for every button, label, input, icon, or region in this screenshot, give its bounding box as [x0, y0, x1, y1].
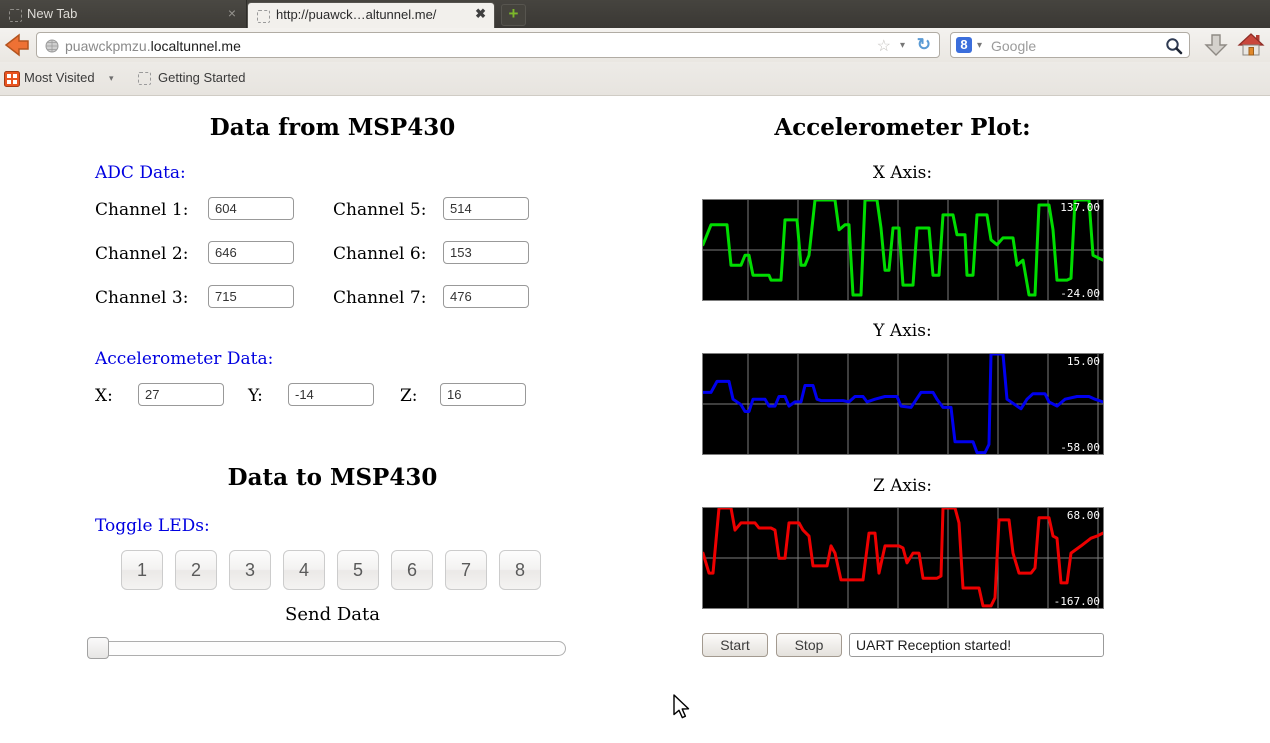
url-dropdown-icon[interactable]: ▾: [899, 40, 905, 51]
search-placeholder: Google: [991, 38, 1037, 54]
channel-2-label: Channel 2:: [95, 244, 189, 264]
svg-text:68.00: 68.00: [1067, 509, 1100, 522]
web-page: Data from MSP430 ADC Data: Channel 1: Ch…: [0, 96, 1270, 743]
default-favicon-icon: [257, 10, 270, 23]
tab-title: New Tab: [27, 6, 78, 21]
google-engine-icon[interactable]: 8: [956, 37, 972, 53]
new-tab-button[interactable]: +: [501, 4, 526, 26]
search-box[interactable]: 8 ▾ Google: [950, 32, 1190, 58]
led-button-3[interactable]: 3: [229, 550, 271, 590]
chevron-down-icon[interactable]: ▾: [109, 73, 114, 83]
tab-new-tab[interactable]: New Tab ×: [0, 0, 247, 28]
reload-icon[interactable]: ↻: [916, 35, 931, 54]
url-bar[interactable]: puawckpmzu.localtunnel.me ☆ ▾ ↻: [36, 32, 940, 58]
uart-status-input[interactable]: [849, 633, 1104, 657]
page-title-from: Data from MSP430: [209, 114, 456, 141]
globe-icon: [45, 39, 59, 53]
x-axis-plot: 137.00 -24.00: [701, 198, 1105, 301]
close-tab-icon[interactable]: ✖: [475, 6, 486, 21]
downloads-icon[interactable]: [1203, 32, 1229, 58]
url-subdomain: puawckpmzu.: [65, 38, 151, 54]
led-button-4[interactable]: 4: [283, 550, 325, 590]
start-button[interactable]: Start: [702, 633, 768, 657]
bookmarks-toolbar: Most Visited ▾ Getting Started: [0, 62, 1270, 96]
bookmark-most-visited[interactable]: Most Visited: [24, 70, 95, 85]
z-axis-plot-title: Z Axis:: [873, 476, 932, 496]
search-icon[interactable]: [1165, 37, 1183, 55]
channel-5-label: Channel 5:: [333, 200, 427, 220]
default-favicon-icon: [138, 72, 151, 85]
url-text[interactable]: puawckpmzu.localtunnel.me: [65, 38, 241, 54]
search-engine-dropdown-icon[interactable]: ▾: [977, 40, 983, 51]
navigation-toolbar: puawckpmzu.localtunnel.me ☆ ▾ ↻ 8 ▾ Goog…: [0, 28, 1270, 62]
svg-text:-24.00: -24.00: [1060, 287, 1100, 300]
mouse-cursor: [673, 694, 690, 719]
accel-x-input[interactable]: [138, 383, 224, 406]
svg-text:15.00: 15.00: [1067, 355, 1100, 368]
send-data-label: Send Data: [285, 604, 380, 625]
svg-text:-167.00: -167.00: [1054, 595, 1100, 608]
y-axis-plot: 15.00 -58.00: [701, 352, 1105, 455]
led-button-6[interactable]: 6: [391, 550, 433, 590]
accel-x-label: X:: [95, 386, 113, 406]
channel-2-input[interactable]: [208, 241, 294, 264]
most-visited-folder-icon: [4, 71, 20, 87]
default-favicon-icon: [9, 9, 22, 22]
led-button-2[interactable]: 2: [175, 550, 217, 590]
channel-6-input[interactable]: [443, 241, 529, 264]
adc-data-heading: ADC Data:: [95, 163, 186, 183]
accel-y-label: Y:: [248, 386, 263, 406]
svg-text:-58.00: -58.00: [1060, 441, 1100, 454]
x-axis-plot-title: X Axis:: [872, 163, 933, 183]
home-icon[interactable]: [1237, 32, 1265, 58]
back-button[interactable]: [2, 31, 32, 59]
y-axis-plot-title: Y Axis:: [873, 321, 932, 341]
send-data-slider-handle[interactable]: [87, 637, 109, 659]
channel-7-label: Channel 7:: [333, 288, 427, 308]
channel-1-input[interactable]: [208, 197, 294, 220]
url-domain: localtunnel.me: [150, 38, 241, 54]
channel-5-input[interactable]: [443, 197, 529, 220]
stop-button[interactable]: Stop: [776, 633, 842, 657]
channel-6-label: Channel 6:: [333, 244, 427, 264]
channel-3-input[interactable]: [208, 285, 294, 308]
tab-title: http://puawck…altunnel.me/: [276, 7, 437, 22]
accel-z-input[interactable]: [440, 383, 526, 406]
accel-z-label: Z:: [400, 386, 418, 406]
accel-y-input[interactable]: [288, 383, 374, 406]
bookmark-star-icon[interactable]: ☆: [876, 38, 891, 55]
toggle-leds-heading: Toggle LEDs:: [95, 516, 210, 536]
channel-7-input[interactable]: [443, 285, 529, 308]
tab-localtunnel[interactable]: http://puawck…altunnel.me/ ✖: [247, 2, 495, 28]
led-button-7[interactable]: 7: [445, 550, 487, 590]
z-axis-plot: 68.00 -167.00: [701, 506, 1105, 609]
channel-3-label: Channel 3:: [95, 288, 189, 308]
svg-text:137.00: 137.00: [1060, 201, 1100, 214]
send-data-slider-track[interactable]: [88, 641, 566, 656]
led-button-5[interactable]: 5: [337, 550, 379, 590]
accelerometer-data-heading: Accelerometer Data:: [95, 349, 274, 369]
page-title-to: Data to MSP430: [227, 464, 438, 491]
bookmark-getting-started[interactable]: Getting Started: [158, 70, 246, 85]
tab-bar: New Tab × http://puawck…altunnel.me/ ✖ +: [0, 0, 1270, 28]
close-tab-icon[interactable]: ×: [227, 5, 236, 21]
channel-1-label: Channel 1:: [95, 200, 189, 220]
led-button-8[interactable]: 8: [499, 550, 541, 590]
accelerometer-plot-title: Accelerometer Plot:: [774, 114, 1031, 141]
led-button-1[interactable]: 1: [121, 550, 163, 590]
